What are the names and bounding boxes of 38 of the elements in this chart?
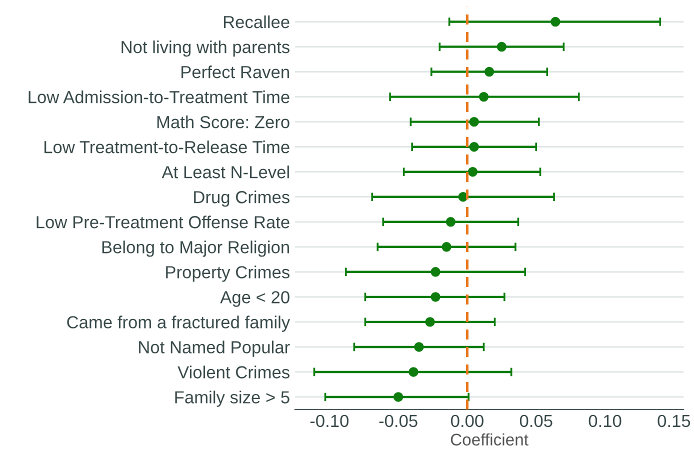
- y-tick-label: Math Score: Zero: [157, 116, 290, 128]
- point: [468, 166, 478, 177]
- x-tick-label: 0.00: [451, 414, 484, 428]
- y-tick-label: Low Admission-to-Treatment Time: [28, 90, 290, 104]
- point: [425, 317, 435, 327]
- y-tick-label: Drug Crimes: [194, 190, 290, 207]
- point: [446, 217, 456, 227]
- y-tick-label: Belong to Major Religion: [102, 240, 289, 257]
- y-tick-label: Low Pre-Treatment Offense Rate: [36, 216, 290, 228]
- x-tick-label: 0.05: [520, 414, 552, 428]
- y-tick-label: Recallee: [224, 15, 290, 28]
- point: [469, 142, 479, 152]
- y-tick-label: At Least N-Level: [162, 166, 289, 178]
- point: [484, 66, 494, 77]
- point: [430, 292, 440, 302]
- point: [550, 16, 560, 27]
- point: [442, 242, 452, 252]
- y-tick-label: Perfect Raven: [182, 66, 289, 78]
- y-tick-label: Property Crimes: [166, 266, 290, 282]
- point: [430, 267, 440, 277]
- point: [478, 92, 489, 102]
- y-tick-label: Not living with parents: [122, 40, 290, 57]
- y-tick-label: Came from a fractured family: [67, 316, 290, 332]
- x-axis-title: Coefficient: [450, 433, 528, 446]
- y-tick-label: Age < 20: [220, 291, 290, 307]
- y-tick-label: Violent Crimes: [178, 366, 290, 378]
- point: [414, 342, 424, 352]
- x-tick-label: -0.10: [310, 414, 349, 428]
- point: [393, 392, 404, 402]
- x-tick-label: 0.15: [658, 414, 690, 428]
- y-tick-label: Low Treatment-to-Release Time: [44, 140, 290, 154]
- point: [496, 42, 507, 52]
- point: [408, 367, 418, 377]
- x-tick-label: 0.10: [588, 414, 622, 428]
- x-tick-label: -0.05: [379, 414, 418, 428]
- y-tick-label: Not Named Popular: [139, 340, 290, 357]
- y-tick-label: Family size > 5: [175, 390, 290, 407]
- point: [469, 116, 479, 127]
